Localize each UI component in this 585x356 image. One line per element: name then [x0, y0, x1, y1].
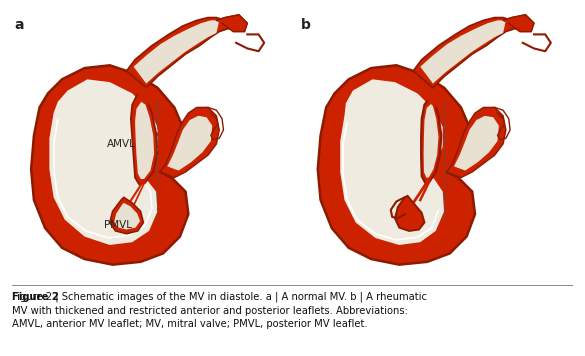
Polygon shape	[426, 90, 447, 109]
Polygon shape	[135, 102, 154, 179]
Polygon shape	[447, 108, 506, 178]
Polygon shape	[420, 20, 506, 84]
Polygon shape	[424, 104, 439, 178]
Polygon shape	[395, 196, 425, 231]
Polygon shape	[167, 116, 212, 171]
Polygon shape	[318, 65, 475, 265]
Polygon shape	[138, 88, 160, 108]
Polygon shape	[31, 65, 188, 265]
Polygon shape	[421, 98, 441, 183]
Text: PMVL: PMVL	[104, 220, 132, 230]
Polygon shape	[126, 17, 233, 88]
Polygon shape	[216, 15, 247, 32]
Text: b: b	[301, 17, 311, 32]
Polygon shape	[160, 108, 219, 178]
Polygon shape	[503, 15, 534, 32]
Polygon shape	[340, 79, 444, 245]
Text: Figure 2 | Schematic images of the MV in diastole. a | A normal MV. b | A rheuma: Figure 2 | Schematic images of the MV in…	[12, 292, 426, 329]
Polygon shape	[133, 20, 219, 84]
Text: Figure 2: Figure 2	[12, 292, 59, 302]
Text: AMVL: AMVL	[107, 139, 136, 149]
Polygon shape	[131, 93, 157, 185]
Polygon shape	[413, 17, 520, 88]
Polygon shape	[114, 203, 140, 230]
Polygon shape	[110, 197, 143, 234]
Text: a: a	[14, 17, 24, 32]
Polygon shape	[49, 79, 157, 245]
Polygon shape	[454, 116, 499, 171]
